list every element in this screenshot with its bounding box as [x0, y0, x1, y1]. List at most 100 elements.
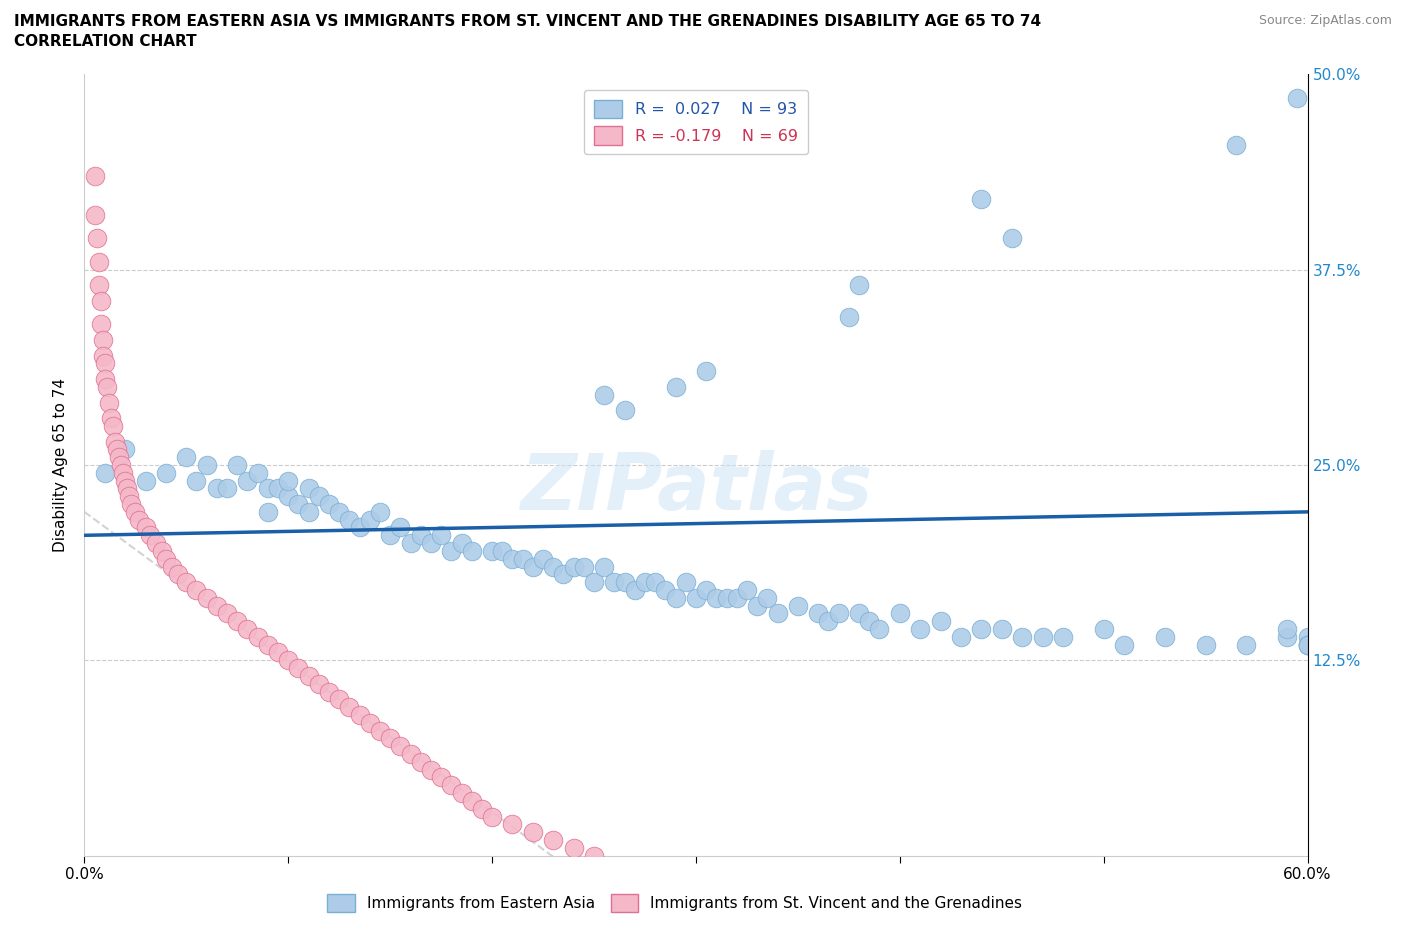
- Point: [910, 621, 932, 636]
- Point: [349, 520, 371, 535]
- Point: [87, 278, 110, 293]
- Point: [97, 395, 120, 410]
- Point: [450, 536, 472, 551]
- Point: [838, 309, 860, 324]
- Point: [226, 614, 249, 629]
- Point: [155, 465, 177, 480]
- Point: [246, 465, 269, 480]
- Point: [380, 731, 402, 746]
- Point: [756, 591, 779, 605]
- Point: [420, 763, 443, 777]
- Point: [349, 708, 371, 723]
- Point: [308, 489, 330, 504]
- Point: [389, 520, 412, 535]
- Point: [368, 724, 391, 738]
- Point: [399, 747, 422, 762]
- Point: [858, 614, 880, 629]
- Point: [828, 606, 851, 621]
- Point: [1296, 637, 1319, 652]
- Point: [970, 192, 993, 206]
- Point: [1001, 231, 1024, 246]
- Point: [110, 458, 132, 472]
- Point: [553, 567, 575, 582]
- Point: [522, 559, 544, 574]
- Point: [593, 387, 616, 402]
- Point: [593, 559, 616, 574]
- Point: [91, 333, 114, 348]
- Point: [1225, 138, 1247, 153]
- Point: [277, 489, 299, 504]
- Point: [108, 450, 131, 465]
- Point: [695, 364, 717, 379]
- Point: [100, 411, 122, 426]
- Point: [1296, 630, 1319, 644]
- Point: [430, 528, 453, 543]
- Point: [91, 348, 114, 363]
- Point: [481, 543, 503, 558]
- Point: [359, 715, 381, 730]
- Point: [807, 606, 830, 621]
- Point: [155, 551, 177, 566]
- Point: [186, 473, 208, 488]
- Point: [1296, 637, 1319, 652]
- Point: [502, 817, 524, 831]
- Point: [246, 630, 269, 644]
- Point: [1092, 621, 1115, 636]
- Point: [135, 473, 157, 488]
- Point: [236, 621, 259, 636]
- Point: [440, 777, 463, 792]
- Y-axis label: Disability Age 65 to 74: Disability Age 65 to 74: [53, 378, 69, 552]
- Point: [174, 575, 197, 590]
- Point: [328, 504, 350, 519]
- Point: [1114, 637, 1136, 652]
- Point: [368, 504, 391, 519]
- Point: [257, 637, 280, 652]
- Point: [522, 825, 544, 840]
- Point: [389, 738, 412, 753]
- Point: [543, 832, 565, 847]
- Point: [654, 582, 676, 597]
- Point: [236, 473, 259, 488]
- Point: [138, 528, 160, 543]
- Point: [318, 497, 340, 512]
- Point: [450, 786, 472, 801]
- Point: [409, 754, 432, 769]
- Point: [226, 458, 249, 472]
- Point: [93, 356, 115, 371]
- Point: [186, 582, 208, 597]
- Point: [430, 770, 453, 785]
- Point: [217, 481, 239, 496]
- Point: [380, 528, 402, 543]
- Point: [105, 442, 128, 457]
- Point: [562, 559, 585, 574]
- Point: [1296, 637, 1319, 652]
- Point: [491, 543, 513, 558]
- Point: [83, 207, 105, 222]
- Point: [970, 621, 993, 636]
- Point: [665, 591, 688, 605]
- Point: [716, 591, 738, 605]
- Point: [115, 481, 138, 496]
- Text: CORRELATION CHART: CORRELATION CHART: [14, 34, 197, 49]
- Point: [695, 582, 717, 597]
- Point: [399, 536, 422, 551]
- Point: [440, 543, 463, 558]
- Legend: Immigrants from Eastern Asia, Immigrants from St. Vincent and the Grenadines: Immigrants from Eastern Asia, Immigrants…: [322, 888, 1028, 918]
- Point: [150, 543, 173, 558]
- Point: [512, 551, 534, 566]
- Point: [634, 575, 657, 590]
- Point: [675, 575, 697, 590]
- Point: [145, 536, 167, 551]
- Point: [205, 481, 228, 496]
- Point: [929, 614, 952, 629]
- Point: [869, 621, 891, 636]
- Text: Source: ZipAtlas.com: Source: ZipAtlas.com: [1258, 14, 1392, 27]
- Point: [318, 684, 340, 699]
- Point: [1154, 630, 1177, 644]
- Point: [644, 575, 666, 590]
- Point: [135, 520, 157, 535]
- Point: [1277, 621, 1299, 636]
- Point: [167, 567, 190, 582]
- Point: [991, 621, 1014, 636]
- Point: [725, 591, 748, 605]
